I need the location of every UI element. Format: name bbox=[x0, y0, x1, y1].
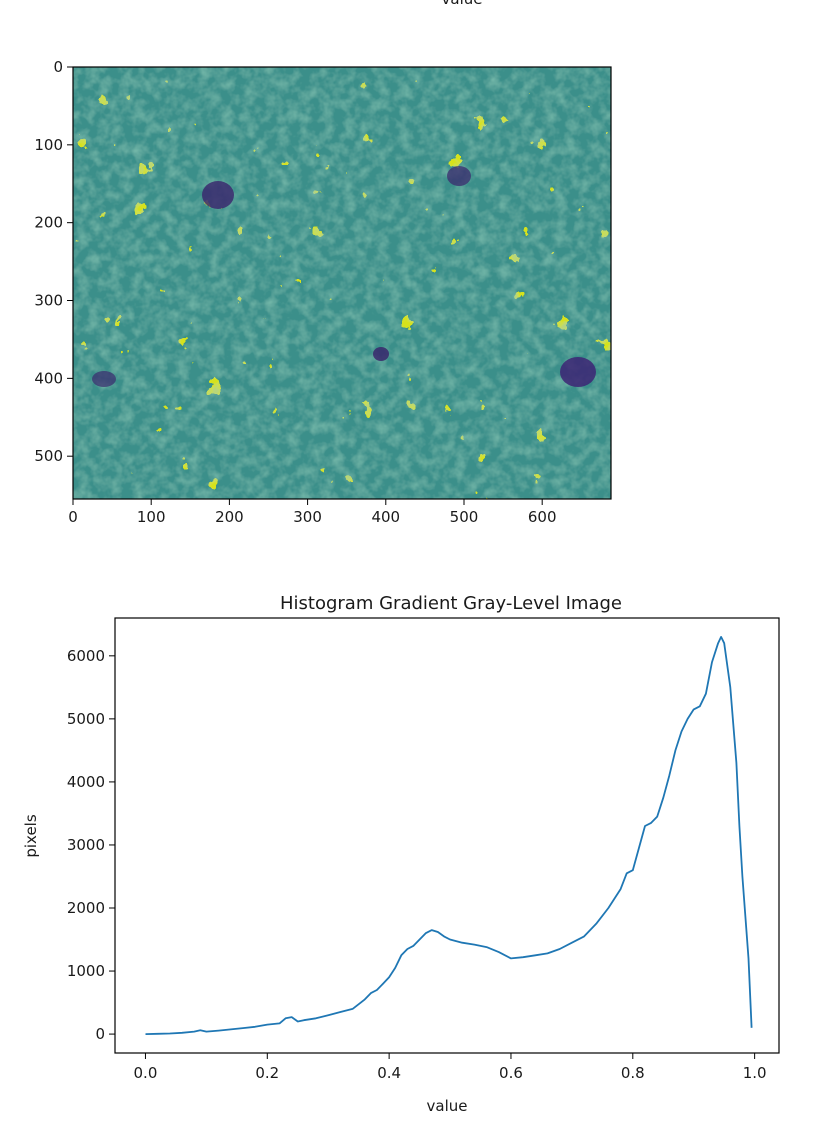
histogram-x-tick-label: 0.8 bbox=[621, 1064, 645, 1082]
histogram-y-ticks: 0 1000 2000 3000 4000 5000 6000 bbox=[67, 647, 115, 1043]
histogram-y-tick-label: 0 bbox=[95, 1025, 105, 1043]
histogram-y-tick-label: 3000 bbox=[67, 836, 105, 854]
image-y-tick-label: 400 bbox=[34, 369, 63, 387]
histogram-title: Histogram Gradient Gray-Level Image bbox=[280, 593, 622, 614]
histogram-y-tick-label: 2000 bbox=[67, 899, 105, 917]
image-x-tick-label: 200 bbox=[215, 508, 244, 526]
histogram-y-tick-label: 6000 bbox=[67, 647, 105, 665]
image-y-ticks: 0 100 200 300 400 500 bbox=[34, 58, 73, 465]
histogram-x-tick-label: 0.4 bbox=[377, 1064, 401, 1082]
histogram-series-line bbox=[145, 636, 753, 1035]
image-x-tick-label: 300 bbox=[293, 508, 322, 526]
histogram-y-tick-label: 1000 bbox=[67, 962, 105, 980]
histogram-y-tick-label: 4000 bbox=[67, 773, 105, 791]
image-heatmap bbox=[73, 67, 611, 499]
histogram-x-tick-label: 0.0 bbox=[134, 1064, 158, 1082]
image-y-tick-label: 500 bbox=[34, 447, 63, 465]
histogram-x-tick-label: 0.6 bbox=[499, 1064, 523, 1082]
histogram-y-axis-label: pixels bbox=[22, 814, 40, 858]
image-x-tick-label: 500 bbox=[450, 508, 479, 526]
image-x-tick-label: 0 bbox=[68, 508, 78, 526]
histogram-x-ticks: 0.0 0.2 0.4 0.6 0.8 1.0 bbox=[134, 1053, 767, 1082]
image-x-tick-label: 600 bbox=[528, 508, 557, 526]
image-y-tick-label: 0 bbox=[53, 58, 63, 76]
image-y-tick-label: 100 bbox=[34, 136, 63, 154]
image-x-ticks: 0 100 200 300 400 500 600 bbox=[68, 499, 557, 526]
histogram-x-tick-label: 0.2 bbox=[255, 1064, 279, 1082]
image-frame bbox=[72, 66, 612, 500]
image-panel: 0 100 200 300 400 500 600 0 100 200 300 400 500 bbox=[34, 58, 612, 526]
histogram-x-axis-label: value bbox=[427, 1097, 468, 1115]
dark-spots bbox=[92, 166, 596, 387]
histogram-panel: Histogram Gradient Gray-Level Image 0.0 0… bbox=[22, 593, 780, 1115]
image-x-tick-label: 100 bbox=[137, 508, 166, 526]
image-y-tick-label: 300 bbox=[34, 292, 63, 310]
histogram-frame bbox=[114, 617, 780, 1054]
histogram-y-tick-label: 5000 bbox=[67, 710, 105, 728]
image-x-tick-label: 400 bbox=[371, 508, 400, 526]
histogram-x-tick-label: 1.0 bbox=[743, 1064, 767, 1082]
image-y-tick-label: 200 bbox=[34, 214, 63, 232]
top-cropped-label: value bbox=[442, 0, 483, 8]
